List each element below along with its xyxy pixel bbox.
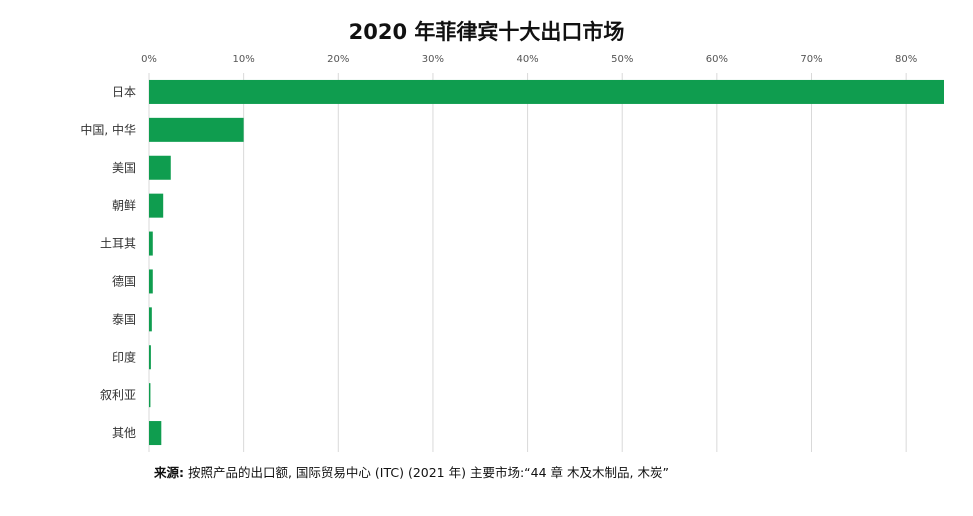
x-tick-label: 30% (422, 54, 444, 65)
category-label: 日本 (112, 85, 136, 99)
category-label: 叙利亚 (100, 388, 136, 402)
source-label: 来源: (154, 465, 184, 480)
category-label: 朝鲜 (112, 199, 136, 213)
gridlines (148, 73, 907, 452)
category-label: 德国 (112, 273, 136, 288)
x-tick-label: 10% (233, 54, 255, 65)
bar (149, 155, 171, 180)
bars (149, 79, 944, 446)
source-note: 来源: 按照产品的出口额, 国际贸易中心 (ITC) (2021 年) 主要市场… (154, 462, 669, 481)
category-label: 美国 (112, 161, 136, 175)
category-label: 土耳其 (100, 237, 136, 251)
x-axis-ticks: 0% 10% 20% 30% 40% 50% 60% 70% 80% (141, 54, 917, 65)
bar (149, 421, 162, 446)
category-label: 印度 (112, 349, 136, 364)
x-tick-label: 80% (895, 54, 917, 65)
x-tick-label: 60% (706, 54, 728, 65)
bar (149, 231, 153, 256)
bar (149, 193, 164, 218)
x-tick-label: 0% (141, 54, 157, 65)
chart-title: 2020 年菲律宾十大出口市场 (348, 20, 625, 44)
bar (149, 117, 244, 142)
bar (149, 383, 151, 408)
bar (149, 345, 151, 370)
x-tick-label: 20% (327, 54, 349, 65)
category-label: 中国, 中华 (80, 122, 136, 137)
category-label: 泰国 (112, 312, 136, 326)
category-label: 其他 (112, 426, 136, 440)
x-tick-label: 50% (611, 54, 633, 65)
x-tick-label: 40% (516, 54, 538, 65)
bar (149, 269, 153, 294)
x-tick-label: 70% (800, 54, 822, 65)
bar (149, 307, 152, 332)
source-text: 按照产品的出口额, 国际贸易中心 (ITC) (2021 年) 主要市场:“44… (187, 465, 669, 480)
bar (149, 79, 944, 104)
